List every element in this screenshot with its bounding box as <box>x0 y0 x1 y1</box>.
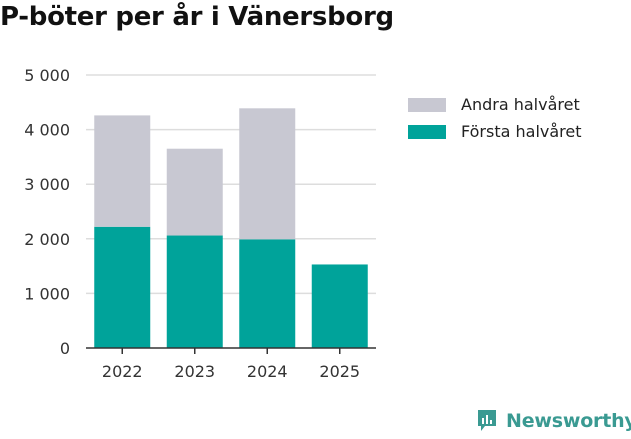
legend-item-andra[interactable]: Andra halvåret <box>408 91 582 118</box>
bar-2023-series-0[interactable] <box>166 235 223 348</box>
legend: Andra halvåret Första halvåret <box>408 91 582 145</box>
x-axis-ticks: 2022 2023 2024 2025 <box>102 348 360 381</box>
bars <box>94 108 368 348</box>
brand-name: Newsworthy <box>506 410 631 432</box>
legend-item-forsta[interactable]: Första halvåret <box>408 118 582 145</box>
bar-2022-series-0[interactable] <box>94 226 151 348</box>
x-tick-label-2023: 2023 <box>174 362 215 381</box>
newsworthy-logo-icon <box>478 410 496 431</box>
x-tick-label-2024: 2024 <box>247 362 288 381</box>
bar-2024-series-1[interactable] <box>239 108 296 240</box>
bar-2025-series-0[interactable] <box>311 264 368 348</box>
y-axis-tick-labels: 0 1 000 2 000 3 000 4 000 5 000 <box>24 66 70 358</box>
bar-2022-series-1[interactable] <box>94 115 151 227</box>
y-tick-label-5000: 5 000 <box>24 66 70 85</box>
bar-2023-series-1[interactable] <box>166 148 223 236</box>
y-tick-label-0: 0 <box>60 339 70 358</box>
y-tick-label-4000: 4 000 <box>24 121 70 140</box>
x-tick-label-2025: 2025 <box>319 362 360 381</box>
legend-swatch-andra <box>408 97 446 112</box>
y-tick-label-3000: 3 000 <box>24 175 70 194</box>
y-tick-label-1000: 1 000 <box>24 284 70 303</box>
chart-title: P-böter per år i Vänersborg <box>0 2 394 32</box>
legend-label-forsta: Första halvåret <box>461 122 582 141</box>
brand: Newsworthy <box>476 408 631 434</box>
legend-swatch-forsta <box>408 124 446 139</box>
bar-2024-series-0[interactable] <box>239 239 296 348</box>
x-tick-label-2022: 2022 <box>102 362 143 381</box>
legend-label-andra: Andra halvåret <box>461 95 580 114</box>
y-tick-label-2000: 2 000 <box>24 230 70 249</box>
